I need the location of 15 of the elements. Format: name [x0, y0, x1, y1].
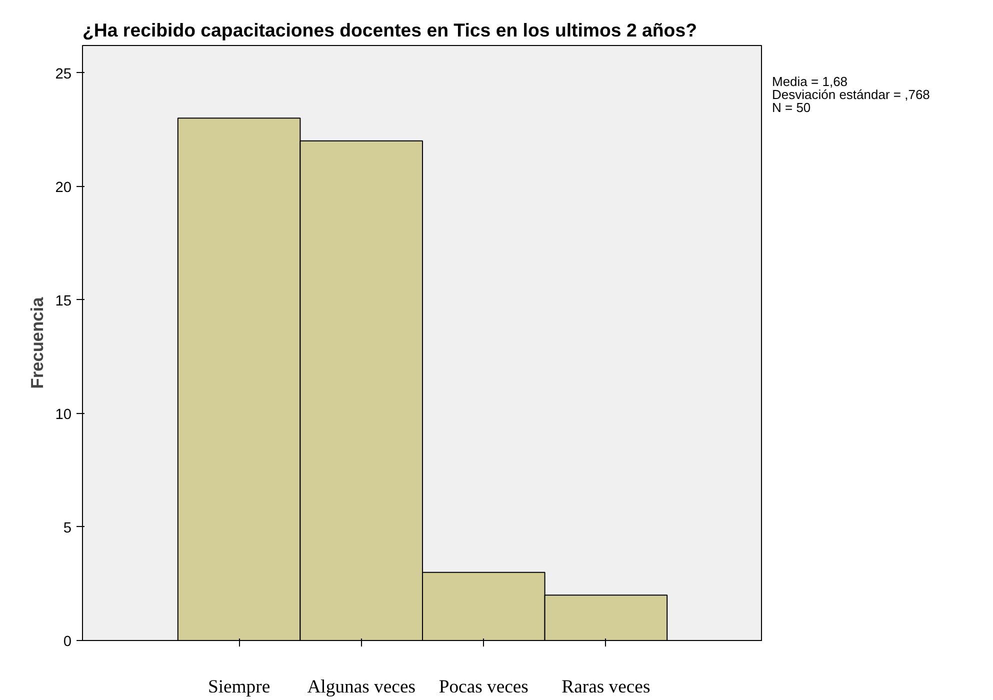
y-tick-label: 25	[55, 66, 72, 82]
y-tick-label: 0	[63, 634, 72, 650]
y-tick-label: 10	[55, 406, 72, 423]
x-tick-label: Pocas veces	[438, 676, 528, 698]
y-axis-title: Frecuencia	[27, 296, 48, 389]
x-tick-label: Siempre	[208, 676, 270, 698]
chart-title: ¿Ha recibido capacitaciones docentes en Tics en los ultimos 2 años?	[82, 20, 697, 40]
text: N = 50	[772, 100, 811, 115]
y-tick-label: 20	[55, 180, 72, 196]
text: Media = 1,68	[772, 74, 848, 89]
text: Desviación estándar = ,768	[772, 87, 930, 102]
x-tick-label: Algunas veces	[307, 676, 416, 698]
y-tick-label: 5	[63, 520, 72, 536]
y-tick-label: 15	[55, 293, 72, 310]
x-tick-label: Raras veces	[562, 676, 650, 698]
